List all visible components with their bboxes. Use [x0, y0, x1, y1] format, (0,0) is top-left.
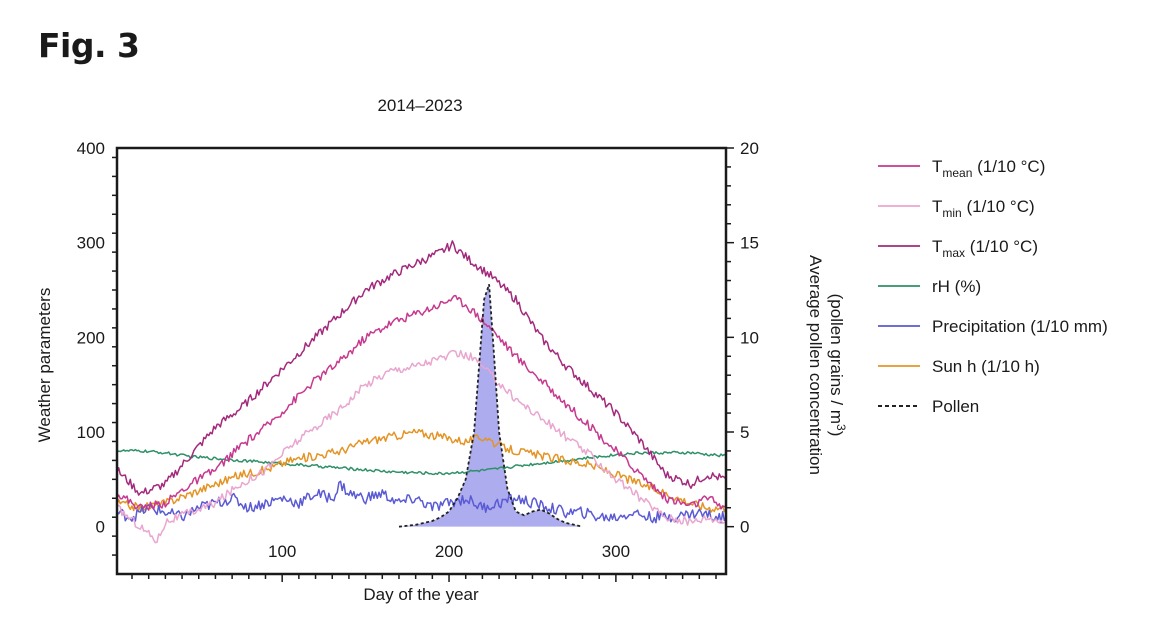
chart-title: 2014–2023: [377, 96, 462, 115]
plot-area: [117, 240, 726, 544]
y-axis-right-title-line1: Average pollen concentration: [806, 255, 825, 475]
legend-label: Pollen: [932, 397, 979, 416]
y-left-tick-label: 300: [77, 234, 105, 253]
legend-item-pollen: Pollen: [878, 397, 979, 416]
legend-label: rH (%): [932, 277, 981, 296]
figure-label: Fig. 3: [38, 26, 140, 65]
x-tick-label: 300: [602, 542, 630, 561]
x-tick-label: 100: [268, 542, 296, 561]
legend-item-precip: Precipitation (1/10 mm): [878, 317, 1108, 336]
legend-item-tmean: Tmean (1/10 °C): [878, 157, 1045, 180]
legend: Tmean (1/10 °C) Tmin (1/10 °C) Tmax (1/10 …: [878, 157, 1108, 416]
y-right-tick-label: 10: [740, 328, 759, 347]
pollen-area: [398, 284, 583, 527]
legend-label: Sun h (1/10 h): [932, 357, 1040, 376]
y-left-tick-label: 200: [77, 328, 105, 347]
series-line-sun: [117, 428, 726, 513]
y-left-tick-label: 100: [77, 423, 105, 442]
legend-item-tmax: Tmax (1/10 °C): [878, 237, 1038, 260]
series-line-precip: [117, 480, 726, 524]
x-axis-title: Day of the year: [363, 585, 479, 604]
x-tick-label: 200: [435, 542, 463, 561]
series-line-pollen: [398, 284, 583, 528]
y-axis-left-title: Weather parameters: [35, 288, 54, 443]
series-line-tmin: [117, 349, 726, 544]
y-axis-right-title-line2: (pollen grains / m3): [827, 294, 848, 437]
legend-item-sun: Sun h (1/10 h): [878, 357, 1040, 376]
axes-layer: 0 100 200 300 400 0 5 10 15 20 100 200 300: [77, 139, 759, 582]
y-left-tick-label: 400: [77, 139, 105, 158]
legend-label: Tmin (1/10 °C): [932, 197, 1035, 220]
y-right-tick-label: 5: [740, 423, 749, 442]
series-line-tmax: [117, 240, 726, 496]
plot-frame: [115, 146, 728, 576]
legend-item-tmin: Tmin (1/10 °C): [878, 197, 1035, 220]
y-right-tick-label: 15: [740, 234, 759, 253]
y-right-tick-label: 0: [740, 518, 749, 537]
y-right-tick-label: 20: [740, 139, 759, 158]
legend-label: Precipitation (1/10 mm): [932, 317, 1108, 336]
y-left-tick-label: 0: [96, 518, 105, 537]
legend-item-rh: rH (%): [878, 277, 981, 296]
legend-label: Tmean (1/10 °C): [932, 157, 1045, 180]
series-layer: [117, 240, 726, 544]
series-line-tmean: [117, 294, 726, 511]
y-axis-right-title: Average pollen concentration (pollen gra…: [806, 255, 848, 475]
series-line-rh: [117, 448, 726, 476]
legend-label: Tmax (1/10 °C): [932, 237, 1038, 260]
